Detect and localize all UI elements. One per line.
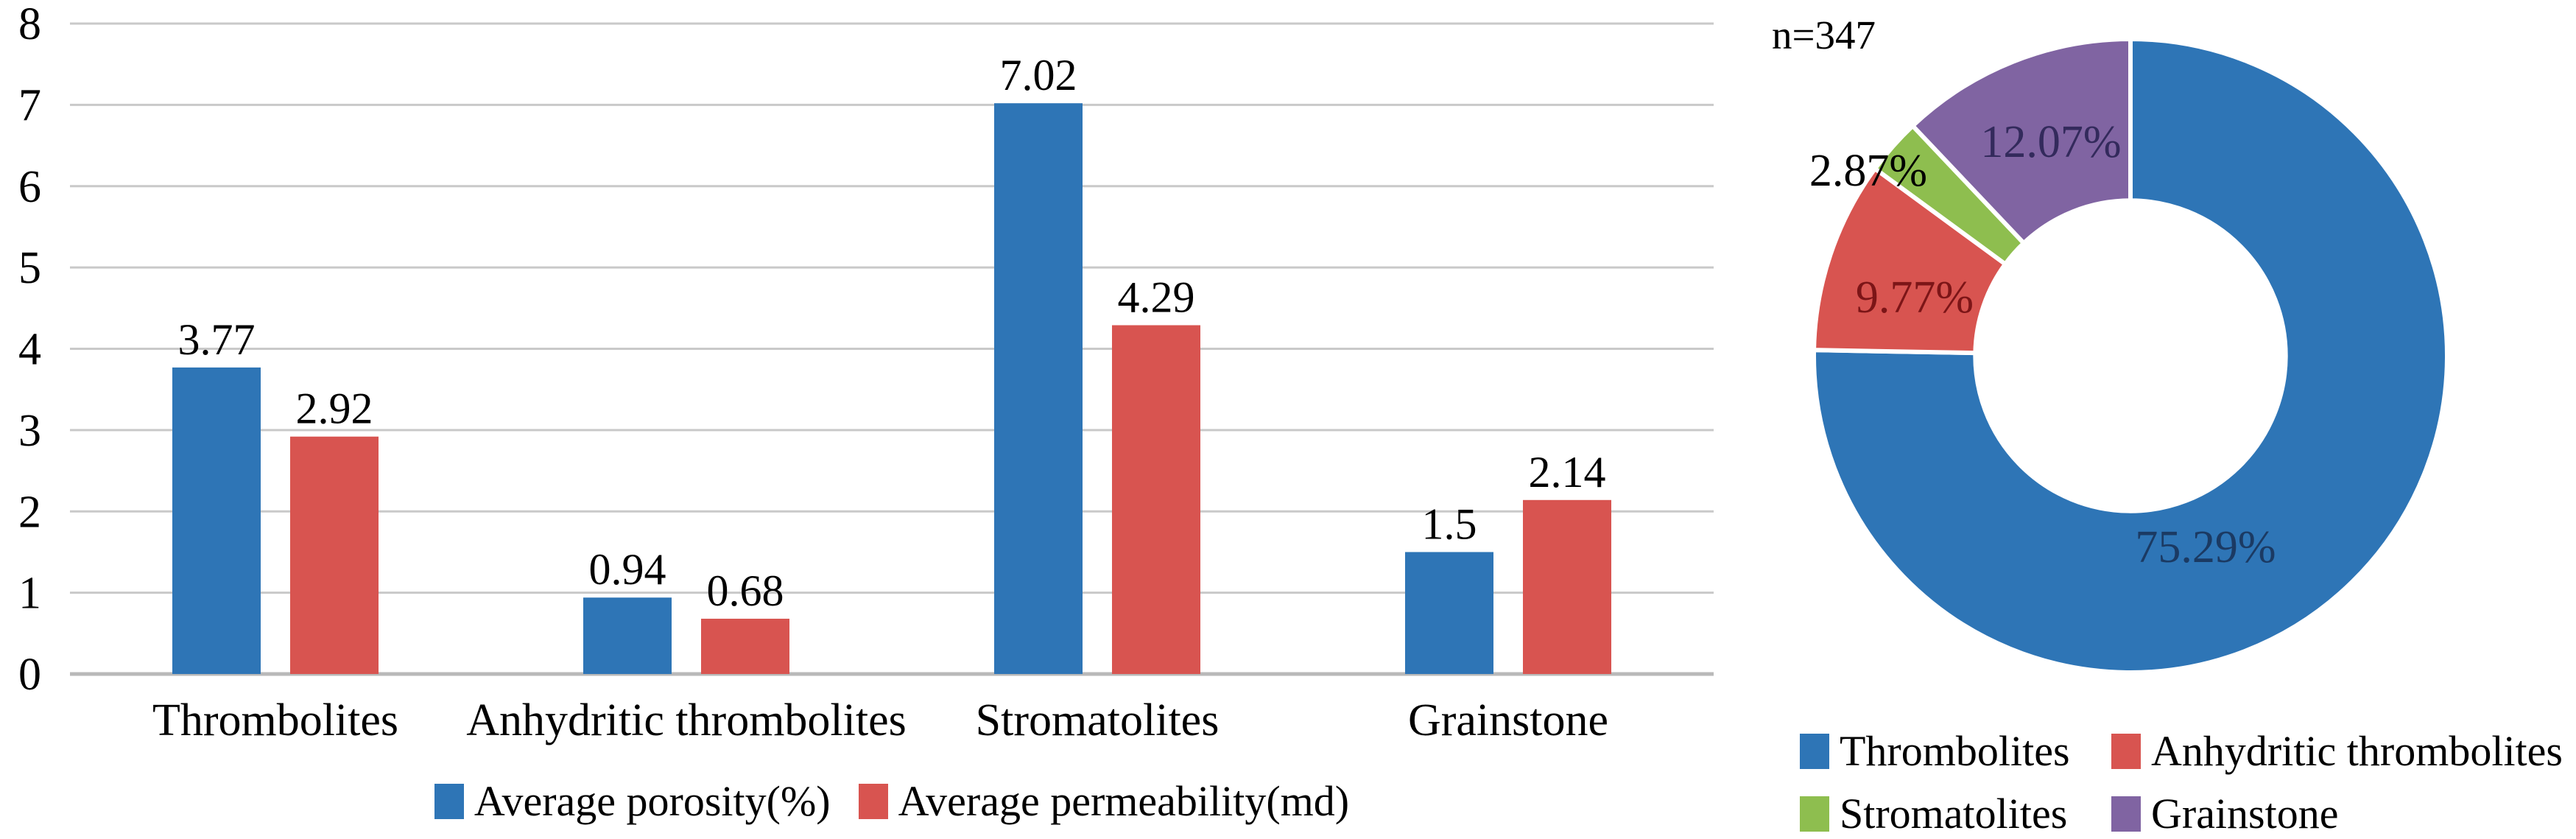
donut-chart: 75.29% 9.77% 2.87% 12.07% (1809, 37, 2449, 675)
porosity-swatch-icon (434, 784, 464, 819)
bar-porosity (172, 367, 261, 674)
pie-percent-label: 2.87% (1809, 146, 1927, 196)
bar-value-label: 7.02 (1000, 51, 1077, 99)
bar-chart-legend: Average porosity(%) Average permeability… (70, 775, 1714, 828)
bar-permeability (701, 618, 789, 674)
legend-item-average-permeability: Average permeability(md) (858, 777, 1350, 825)
bar-value-label: 1.5 (1422, 499, 1477, 548)
pie-chart-legend: Thrombolites Anhydritic thrombolites Str… (1800, 726, 2563, 839)
bar-chart: 0 1 2 3 4 5 6 7 8 3.77 2.92 Thrombolites 0.94 0.68 Anh… (18, 0, 1714, 745)
bar-value-label: 2.92 (296, 385, 373, 433)
legend-item-stromatolites: Stromatolites (1800, 789, 2111, 839)
thrombolites-swatch-icon (1800, 734, 1829, 769)
bar-permeability (290, 436, 379, 674)
legend-label-grainstone: Grainstone (2151, 790, 2339, 838)
legend-item-thrombolites: Thrombolites (1800, 726, 2111, 776)
bar-value-label: 0.94 (589, 545, 666, 594)
bar-chart-panel: 0 1 2 3 4 5 6 7 8 3.77 2.92 Thrombolites 0.94 0.68 Anh… (18, 0, 1714, 828)
y-axis-tick-label: 7 (18, 80, 41, 130)
category-label: Grainstone (1408, 695, 1608, 745)
category-label: Thrombolites (152, 695, 398, 745)
y-axis-tick-label: 6 (18, 162, 41, 212)
category-label: Anhydritic thrombolites (466, 695, 907, 745)
y-axis-tick-label: 8 (18, 0, 41, 49)
pie-percent-label: 12.07% (1980, 117, 2121, 167)
bar-value-label: 4.29 (1118, 273, 1195, 321)
bar-porosity (583, 597, 672, 674)
pie-slice-grainstone (1910, 37, 2133, 246)
bar-porosity (1405, 552, 1493, 674)
bar-permeability (1112, 325, 1200, 674)
legend-label-anhydritic-thrombolites: Anhydritic thrombolites (2151, 727, 2563, 775)
legend-item-average-porosity: Average porosity(%) (434, 780, 831, 823)
pie-percent-label: 9.77% (1856, 273, 1974, 323)
legend-label-permeability: Average permeability(md) (898, 777, 1350, 825)
legend-label-thrombolites: Thrombolites (1840, 727, 2070, 775)
category-label: Stromatolites (976, 695, 1220, 745)
pie-slice-thrombolites (1812, 37, 2449, 675)
y-axis-tick-label: 3 (18, 406, 41, 456)
y-axis-tick-label: 4 (18, 325, 41, 375)
anhydritic-thrombolites-swatch-icon (2111, 734, 2141, 769)
permeability-swatch-icon (858, 784, 888, 819)
legend-item-grainstone: Grainstone (2111, 789, 2563, 839)
bar-porosity (994, 103, 1083, 675)
pie-slice-anhydritic-thrombolites (1812, 166, 2008, 356)
y-axis-tick-label: 5 (18, 243, 41, 293)
y-axis-tick-label: 0 (18, 650, 41, 700)
bar-value-label: 0.68 (707, 566, 784, 615)
y-axis-tick-label: 1 (18, 569, 41, 619)
legend-label-porosity: Average porosity(%) (474, 777, 831, 825)
legend-label-stromatolites: Stromatolites (1840, 790, 2068, 838)
sample-size-annotation: n=347 (1772, 13, 1876, 57)
bar-permeability (1523, 499, 1611, 674)
grainstone-swatch-icon (2111, 796, 2141, 832)
legend-item-anhydritic-thrombolites: Anhydritic thrombolites (2111, 726, 2563, 776)
y-axis-tick-label: 2 (18, 487, 41, 537)
bar-value-label: 2.14 (1529, 448, 1606, 496)
pie-chart-panel: n=347 75.29% 9.77% 2.87% 12.07% Thrombolite… (1767, 0, 2576, 839)
stromatolites-swatch-icon (1800, 796, 1829, 832)
pie-percent-label: 75.29% (2135, 522, 2276, 572)
bar-value-label: 3.77 (178, 315, 256, 364)
